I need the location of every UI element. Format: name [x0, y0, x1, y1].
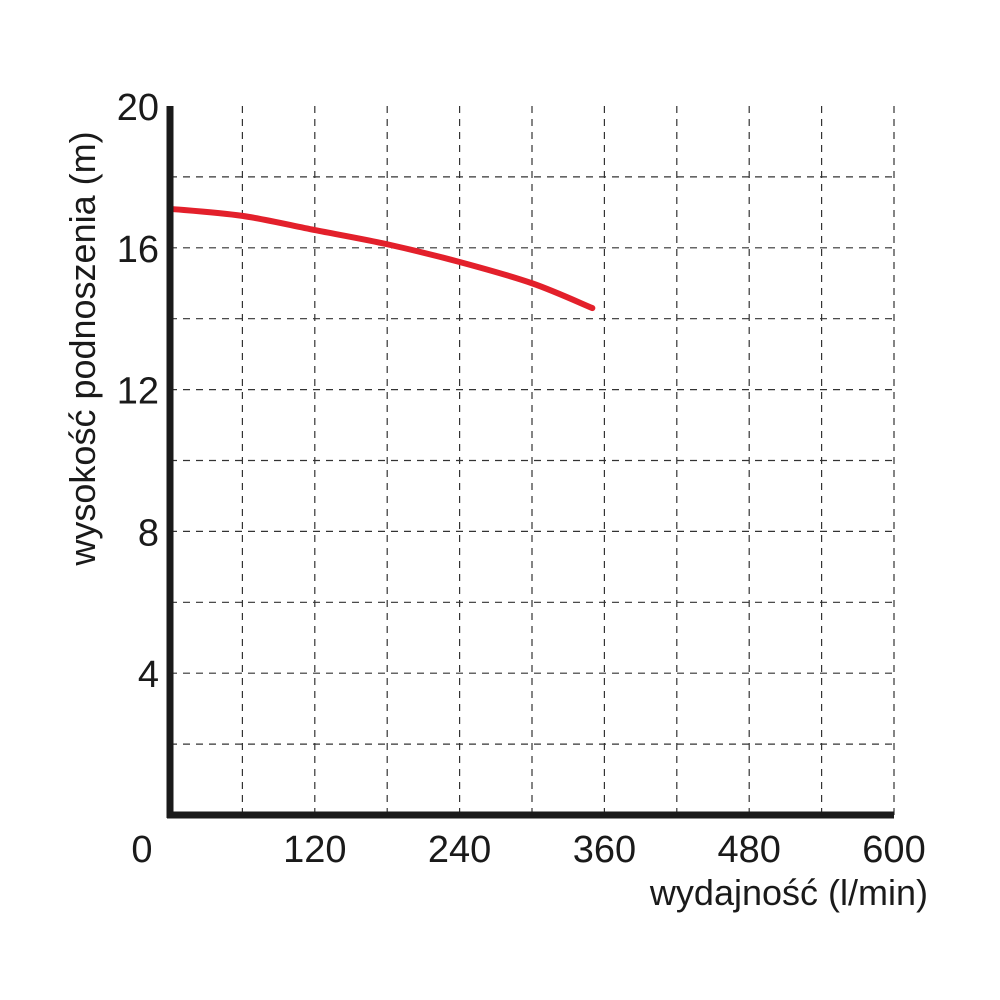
- series-line-head: [167, 205, 596, 312]
- x-tick-label: 600: [862, 829, 925, 871]
- grid: [170, 106, 895, 815]
- y-tick-label: 16: [117, 229, 159, 271]
- origin-tick-label: 0: [131, 829, 152, 871]
- y-tick-label: 8: [138, 512, 159, 554]
- y-tick-label: 4: [138, 654, 159, 696]
- y-tick-label: 12: [117, 371, 159, 413]
- y-axis-title: wysokość podnoszenia (m): [62, 131, 103, 566]
- y-tick-label: 20: [117, 87, 159, 129]
- x-tick-label: 240: [428, 829, 491, 871]
- x-tick-label: 120: [283, 829, 346, 871]
- x-axis-title: wydajność (l/min): [649, 872, 928, 913]
- tick-labels: 120 240 360 480 600 4 8 12 16 20: [117, 87, 926, 871]
- x-tick-label: 360: [573, 829, 636, 871]
- x-tick-label: 480: [717, 829, 780, 871]
